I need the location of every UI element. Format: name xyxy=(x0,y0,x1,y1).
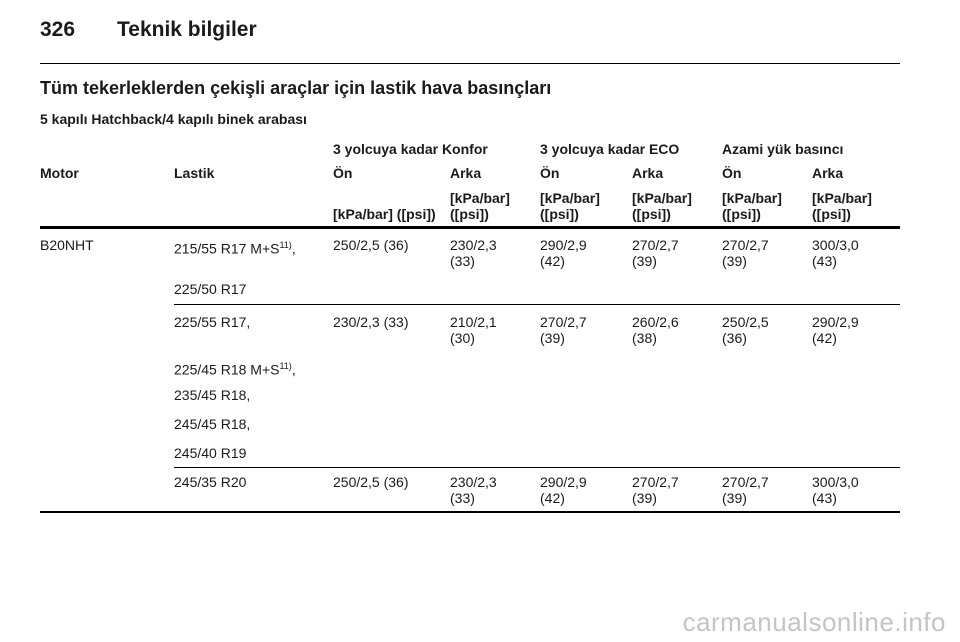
column-header-comfort-front: Ön xyxy=(333,165,353,181)
pressure-cell: 250/2,5 (36) xyxy=(333,237,409,253)
row-divider xyxy=(174,304,900,305)
pressure-cell: 290/2,9 (42) xyxy=(812,314,859,346)
pressure-cell: 270/2,7 (39) xyxy=(722,237,769,269)
pressure-cell: 250/2,5 (36) xyxy=(333,474,409,490)
pressure-cell: 230/2,3 (33) xyxy=(333,314,409,330)
chapter-title: Teknik bilgiler xyxy=(117,18,257,41)
table-header-divider xyxy=(40,226,900,229)
motor-cell: B20NHT xyxy=(40,237,94,253)
pressure-cell: 270/2,7 (39) xyxy=(632,474,679,506)
tire-cell: 225/45 R18 M+S11), xyxy=(174,361,296,378)
column-header-eco-front: Ön xyxy=(540,165,560,181)
group-header-max-load: Azami yük basıncı xyxy=(722,141,844,157)
column-header-max-rear: Arka xyxy=(812,165,844,181)
pressure-cell: 250/2,5 (36) xyxy=(722,314,769,346)
column-header-comfort-rear: Arka xyxy=(450,165,482,181)
tire-cell: 215/55 R17 M+S11), xyxy=(174,240,296,257)
header-divider xyxy=(40,63,900,64)
tire-cell: 235/45 R18, xyxy=(174,387,251,403)
group-header-eco: 3 yolcuya kadar ECO xyxy=(540,141,680,157)
tire-cell: 245/35 R20 xyxy=(174,474,247,490)
table-bottom-rule xyxy=(40,511,900,513)
unit-header: [kPa/bar] ([psi]) xyxy=(812,190,872,222)
column-header-max-front: Ön xyxy=(722,165,742,181)
tire-cell: 225/55 R17, xyxy=(174,314,251,330)
column-header-motor: Motor xyxy=(40,165,79,181)
row-divider xyxy=(174,467,900,468)
pressure-cell: 300/3,0 (43) xyxy=(812,237,859,269)
tire-cell: 245/45 R18, xyxy=(174,416,251,432)
pressure-cell: 270/2,7 (39) xyxy=(722,474,769,506)
pressure-cell: 290/2,9 (42) xyxy=(540,237,587,269)
unit-header: [kPa/bar] ([psi]) xyxy=(632,190,692,222)
page-number: 326 xyxy=(40,18,76,41)
tire-cell: 225/50 R17 xyxy=(174,281,247,297)
pressure-cell: 230/2,3 (33) xyxy=(450,474,497,506)
unit-header: [kPa/bar] ([psi]) xyxy=(540,190,600,222)
pressure-cell: 260/2,6 (38) xyxy=(632,314,679,346)
section-title: Tüm tekerleklerden çekişli araçlar için … xyxy=(40,78,552,98)
tire-cell: 245/40 R19 xyxy=(174,445,247,461)
table-subtitle: 5 kapılı Hatchback/4 kapılı binek arabas… xyxy=(40,111,307,127)
column-header-eco-rear: Arka xyxy=(632,165,664,181)
pressure-cell: 300/3,0 (43) xyxy=(812,474,859,506)
column-header-tire: Lastik xyxy=(174,165,215,181)
pressure-cell: 210/2,1 (30) xyxy=(450,314,497,346)
unit-header: [kPa/bar] ([psi]) xyxy=(722,190,782,222)
pressure-cell: 290/2,9 (42) xyxy=(540,474,587,506)
pressure-cell: 230/2,3 (33) xyxy=(450,237,497,269)
watermark: carmanualsonline.info xyxy=(682,607,946,637)
group-header-comfort: 3 yolcuya kadar Konfor xyxy=(333,141,488,157)
unit-header: [kPa/bar] ([psi]) xyxy=(450,190,510,222)
pressure-cell: 270/2,7 (39) xyxy=(632,237,679,269)
unit-header: [kPa/bar] ([psi]) xyxy=(333,206,436,222)
pressure-cell: 270/2,7 (39) xyxy=(540,314,587,346)
